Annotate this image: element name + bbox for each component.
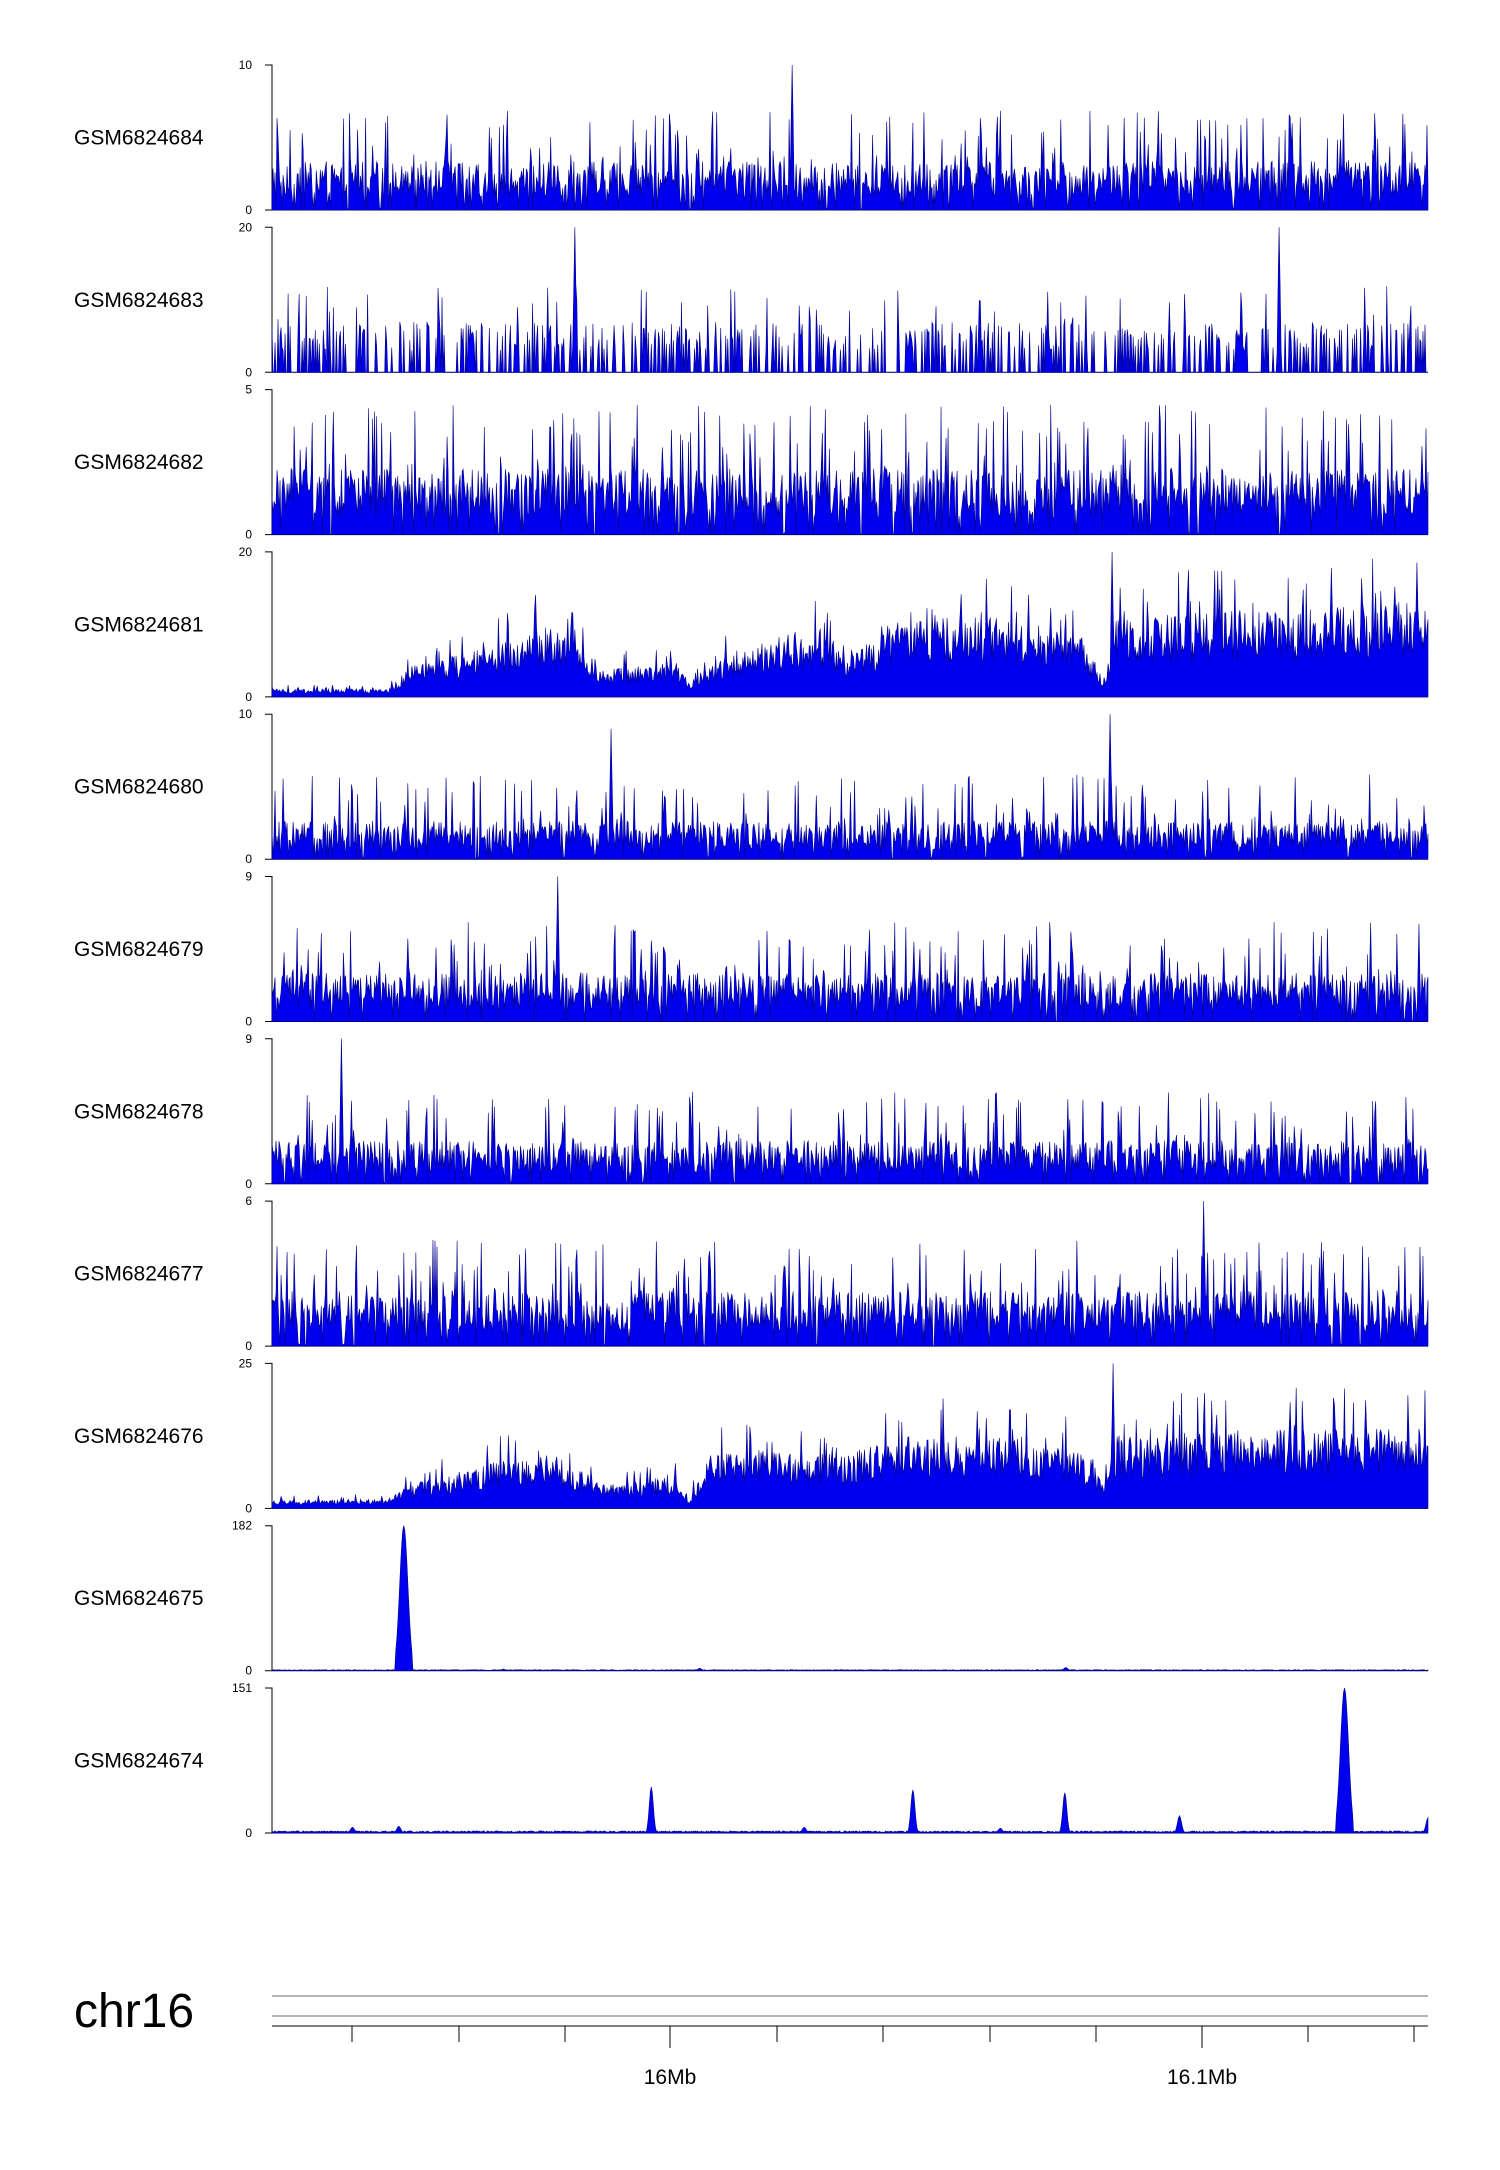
signal-series [271,1201,1429,1348]
y-axis [265,876,273,1022]
track-name: GSM6824682 [74,451,204,474]
y-tick-min: 0 [245,528,252,542]
y-tick-max: 20 [239,545,253,559]
y-axis [265,1362,273,1509]
x-tick-label: 16Mb [644,2066,697,2089]
track-GSM6824684: GSM6824684 10 0 [74,58,1429,217]
signal-series [271,876,1429,1023]
track-name: GSM6824684 [74,127,204,150]
signal-series [271,227,1428,373]
track-GSM6824678: GSM6824678 9 0 [74,1032,1429,1191]
y-tick-max: 6 [245,1194,252,1208]
y-tick-max: 9 [245,1032,252,1046]
signal-series [271,1525,1429,1671]
track-GSM6824682: GSM6824682 5 0 [74,383,1429,542]
track-name: GSM6824676 [74,1425,204,1448]
y-tick-min: 0 [245,1177,252,1191]
y-axis [265,389,273,536]
y-tick-min: 0 [245,365,252,379]
y-axis [265,1200,273,1347]
signal-series [271,1687,1429,1834]
track-name: GSM6824678 [74,1100,204,1123]
y-axis [265,551,273,698]
y-axis [265,64,273,211]
chromosome-axis: chr16 16Mb 16.1Mb [74,1985,1428,2089]
signal-series [271,1038,1429,1185]
y-tick-max: 9 [245,870,252,884]
tracks-layer: GSM6824684100GSM6824683200GSM682468250GS… [74,58,1429,1840]
y-tick-min: 0 [245,1501,252,1515]
track-GSM6824676: GSM6824676 25 0 [74,1356,1429,1515]
track-name: GSM6824680 [74,776,204,799]
signal-series [271,404,1429,536]
y-axis [265,1687,273,1834]
y-tick-max: 20 [239,220,253,234]
y-axis [265,1525,273,1672]
signal-series [271,1363,1429,1509]
track-GSM6824677: GSM6824677 6 0 [74,1194,1429,1353]
signal-series [271,551,1429,698]
y-tick-min: 0 [245,1339,252,1353]
y-tick-min: 0 [245,1664,252,1678]
y-tick-max: 25 [239,1356,253,1370]
y-tick-min: 0 [245,1015,252,1029]
track-GSM6824675: GSM6824675 182 0 [74,1519,1429,1678]
track-GSM6824683: GSM6824683 20 0 [74,220,1428,379]
track-name: GSM6824677 [74,1263,204,1286]
track-name: GSM6824675 [74,1587,204,1610]
y-axis [265,1038,273,1185]
track-GSM6824674: GSM6824674 151 0 [74,1681,1429,1840]
track-name: GSM6824679 [74,938,204,961]
y-tick-max: 151 [232,1681,252,1695]
signal-series [271,714,1429,860]
y-axis [265,713,273,860]
y-tick-max: 182 [232,1519,252,1533]
x-tick-label: 16.1Mb [1167,2066,1237,2089]
y-tick-min: 0 [245,690,252,704]
track-name: GSM6824681 [74,613,204,636]
y-tick-min: 0 [245,852,252,866]
track-GSM6824681: GSM6824681 20 0 [74,545,1429,704]
y-tick-max: 5 [245,383,252,397]
track-GSM6824679: GSM6824679 9 0 [74,870,1429,1029]
chromosome-label: chr16 [74,1985,194,2038]
signal-series [271,64,1429,211]
track-name: GSM6824683 [74,289,204,312]
y-tick-min: 0 [245,203,252,217]
y-tick-min: 0 [245,1826,252,1840]
y-tick-max: 10 [239,707,253,721]
y-tick-max: 10 [239,58,253,72]
track-name: GSM6824674 [74,1750,204,1773]
track-GSM6824680: GSM6824680 10 0 [74,707,1429,866]
y-axis [265,226,273,373]
